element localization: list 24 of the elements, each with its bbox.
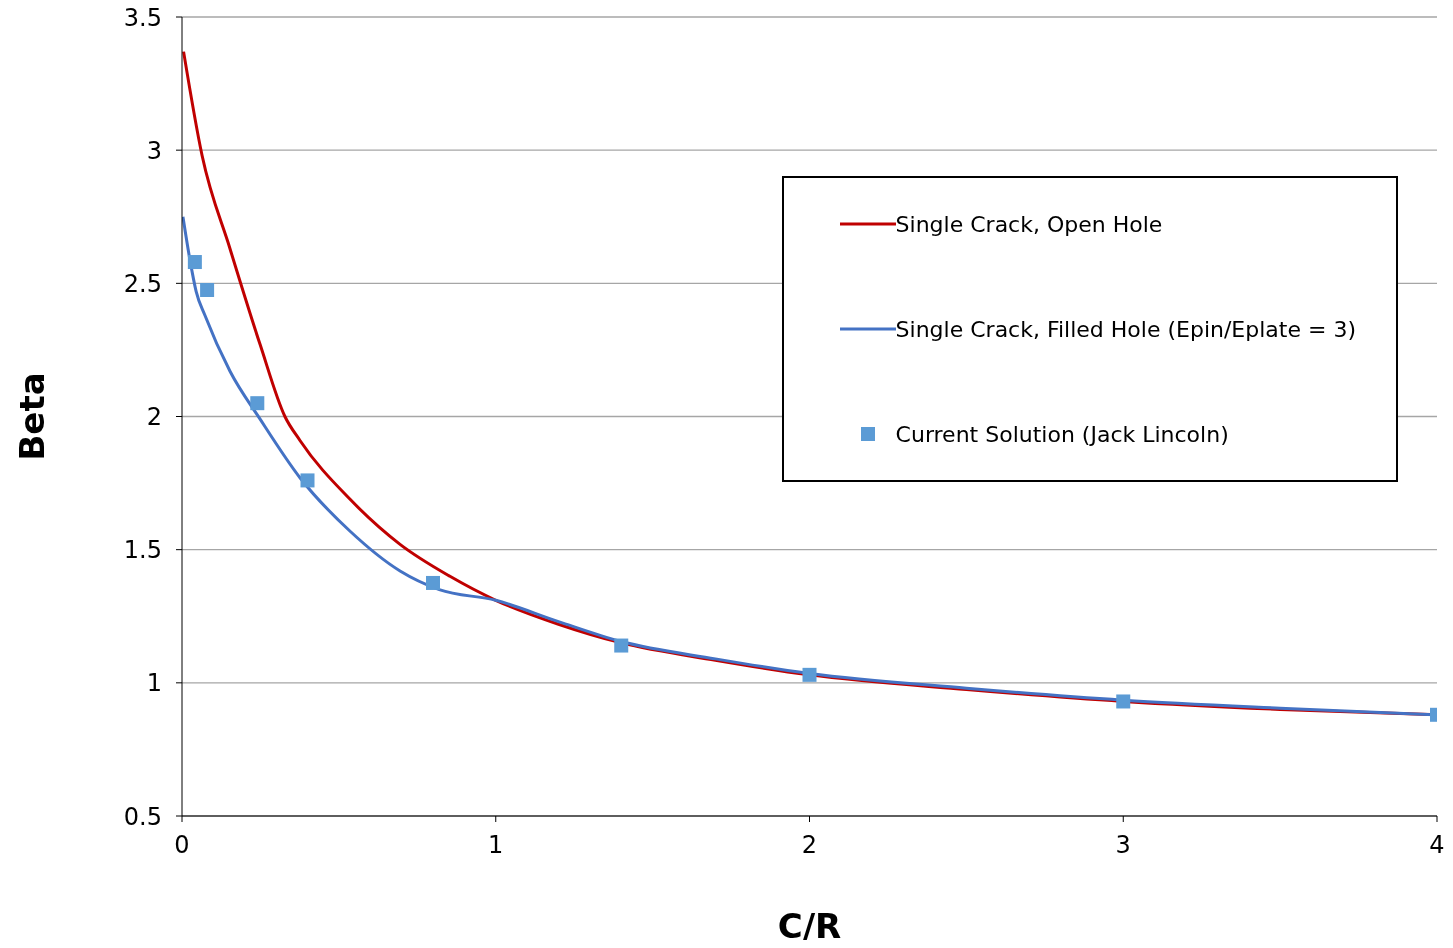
x-tick-label: 0 (174, 831, 190, 860)
y-tick-label: 1 (146, 669, 162, 698)
x-tick-label: 1 (488, 831, 504, 860)
point (1116, 694, 1131, 709)
x-tick-label: 3 (1115, 831, 1131, 860)
y-tick-label: 1.5 (123, 536, 162, 565)
x-tick-label: 2 (801, 831, 818, 860)
y-tick-label: 2 (146, 403, 162, 432)
x-tick-label: 4 (1429, 831, 1445, 860)
point (300, 473, 315, 488)
y-tick-label: 3.5 (123, 3, 162, 32)
point (614, 638, 629, 653)
point (250, 396, 265, 411)
y-tick-label: 0.5 (123, 802, 162, 831)
legend-label: Current Solution (Jack Lincoln) (895, 421, 1229, 447)
point (200, 282, 215, 297)
y-axis-title: Beta (12, 372, 53, 461)
point (187, 255, 202, 270)
point (426, 575, 440, 590)
legend-label: Single Crack, Open Hole (895, 211, 1163, 237)
point (802, 667, 817, 682)
y-tick-label: 3 (146, 136, 162, 165)
legend-label: Single Crack, Filled Hole (Epin/Eplate = 3) (895, 316, 1356, 342)
y-tick-label: 2.5 (123, 269, 162, 298)
